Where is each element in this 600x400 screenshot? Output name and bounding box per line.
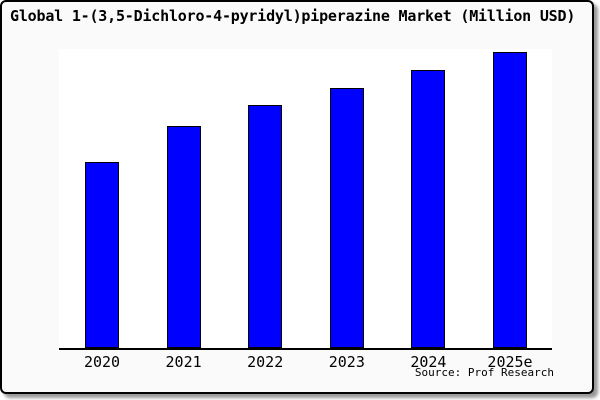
x-axis-labels: 2020 2021 2022 2023 2024 2025e bbox=[2, 353, 592, 371]
x-tick-label-2022: 2022 bbox=[247, 353, 284, 371]
source-note: Source: Prof Research bbox=[414, 366, 554, 379]
bar-2022 bbox=[248, 105, 283, 348]
bar-2021 bbox=[166, 126, 201, 348]
bar-2024 bbox=[411, 69, 446, 348]
x-tick-label-2021: 2021 bbox=[165, 353, 202, 371]
bar-2020 bbox=[85, 161, 119, 348]
chart-frame: Global 1-(3,5-Dichloro-4-pyridyl)piperaz… bbox=[0, 0, 594, 394]
chart-title: Global 1-(3,5-Dichloro-4-pyridyl)piperaz… bbox=[10, 7, 576, 25]
x-tick-label-2024: 2024 bbox=[410, 353, 447, 371]
x-tick-label-2020: 2020 bbox=[83, 353, 121, 371]
bar-2025e bbox=[493, 52, 527, 348]
bar-2023 bbox=[329, 87, 364, 348]
x-tick-label-2023: 2023 bbox=[328, 353, 365, 371]
x-tick-label-2025e: 2025e bbox=[487, 353, 533, 371]
plot-area bbox=[59, 49, 552, 350]
